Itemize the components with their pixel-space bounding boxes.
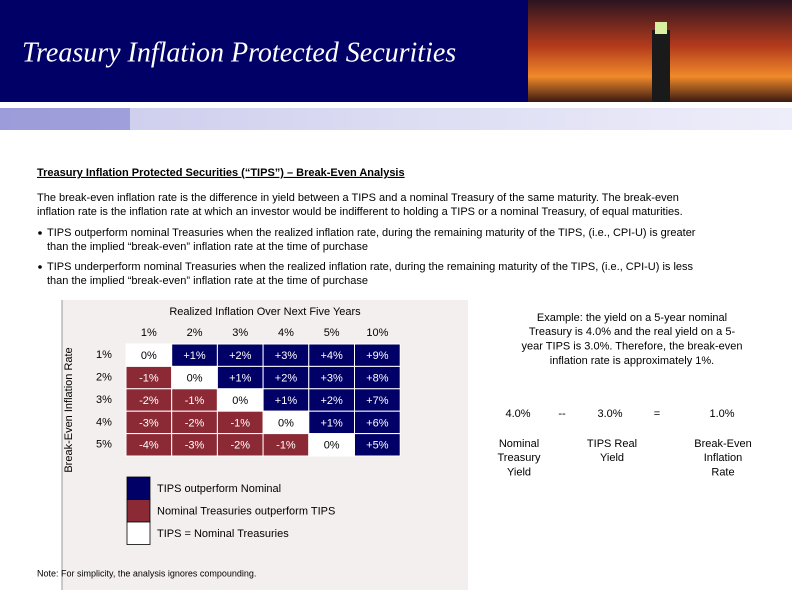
paragraph-line: The break-even inflation rate is the dif… [37, 192, 679, 204]
equation-term: 3.0% [597, 408, 622, 420]
cell-value: +2% [229, 350, 252, 362]
cell-value: +1% [275, 395, 298, 407]
row-header: 4% [96, 416, 112, 428]
cell-value: -3% [139, 417, 159, 429]
equation-label: Nominal [499, 438, 539, 450]
equation-label: Treasury [498, 452, 541, 464]
row-header: 3% [96, 394, 112, 406]
column-title: Realized Inflation Over Next Five Years [169, 306, 361, 318]
cell-value: +7% [366, 395, 389, 407]
equation-term: -- [558, 408, 566, 420]
equation-label: Yield [507, 467, 531, 479]
cell-value: +1% [320, 417, 343, 429]
cell-value: +2% [320, 395, 343, 407]
lighthouse-light [655, 22, 667, 34]
legend-swatch [126, 476, 151, 500]
header-band [0, 108, 792, 130]
cell-value: -4% [139, 440, 159, 452]
cell-value: 0% [278, 417, 294, 429]
paragraph-line: inflation rate is the inflation rate at … [37, 206, 683, 218]
cell-value: +9% [366, 350, 389, 362]
legend-label: TIPS = Nominal Treasuries [157, 528, 289, 540]
header-title: Treasury Inflation Protected Securities [22, 37, 456, 68]
column-header: 4% [278, 327, 294, 339]
cell-value: -2% [185, 417, 205, 429]
equation-label: Rate [711, 467, 734, 479]
column-header: 5% [324, 327, 340, 339]
equation-term: 4.0% [505, 408, 530, 420]
legend-label: Nominal Treasuries outperform TIPS [157, 505, 335, 517]
legend-swatch [126, 521, 151, 545]
example-line: Treasury is 4.0% and the real yield on a… [529, 326, 736, 338]
note: Note: For simplicity, the analysis ignor… [37, 568, 256, 578]
lighthouse [652, 30, 670, 102]
cell-value: -1% [230, 417, 250, 429]
example-line: year TIPS is 3.0%. Therefore, the break-… [522, 341, 743, 353]
cell-value: -1% [139, 373, 159, 385]
legend-label: TIPS outperform Nominal [157, 483, 281, 495]
example-line: Example: the yield on a 5-year nominal [537, 312, 727, 324]
table-cell [354, 433, 401, 457]
cell-value: -3% [185, 440, 205, 452]
row-header: 1% [96, 349, 112, 361]
cell-value: -1% [276, 440, 296, 452]
equation-label: Inflation [704, 452, 743, 464]
cell-value: +4% [320, 350, 343, 362]
cell-value: 0% [232, 395, 248, 407]
legend-swatch [126, 499, 151, 523]
cell-value: +1% [183, 350, 206, 362]
cell-value: -2% [230, 440, 250, 452]
cell-value: 0% [187, 373, 203, 385]
bullet-line: TIPS outperform nominal Treasuries when … [47, 227, 696, 239]
cell-value: +3% [275, 350, 298, 362]
equation-label: Break-Even [694, 438, 751, 450]
column-header: 2% [187, 327, 203, 339]
bullet-line: TIPS underperform nominal Treasuries whe… [47, 261, 694, 273]
equation-term: 1.0% [709, 408, 734, 420]
column-header: 10% [366, 327, 388, 339]
section-title: Treasury Inflation Protected Securities … [37, 167, 405, 179]
header-band-accent [0, 108, 130, 130]
cell-value: +1% [229, 373, 252, 385]
cell-value: -2% [139, 395, 159, 407]
bullet-dot [38, 265, 42, 269]
cell-value: -1% [185, 395, 205, 407]
equation-label: TIPS Real [587, 438, 637, 450]
example-line: inflation rate is approximately 1%. [550, 355, 714, 367]
bullet-dot [38, 231, 42, 235]
equation-label: Yield [600, 452, 624, 464]
cell-value: 0% [141, 350, 157, 362]
column-header: 3% [232, 327, 248, 339]
row-header: 2% [96, 372, 112, 384]
cell-value: +8% [366, 373, 389, 385]
bullet-line: than the implied “break-even” inflation … [47, 275, 368, 287]
row-title: Break-Even Inflation Rate [63, 347, 75, 472]
cell-value: 0% [324, 440, 340, 452]
cell-value: +6% [366, 417, 389, 429]
cell-value: +5% [366, 440, 389, 452]
cell-value: +2% [275, 373, 298, 385]
row-header: 5% [96, 439, 112, 451]
cell-value: +3% [320, 373, 343, 385]
bullet-line: than the implied “break-even” inflation … [47, 241, 368, 253]
equation-term: = [654, 408, 660, 420]
column-header: 1% [141, 327, 157, 339]
